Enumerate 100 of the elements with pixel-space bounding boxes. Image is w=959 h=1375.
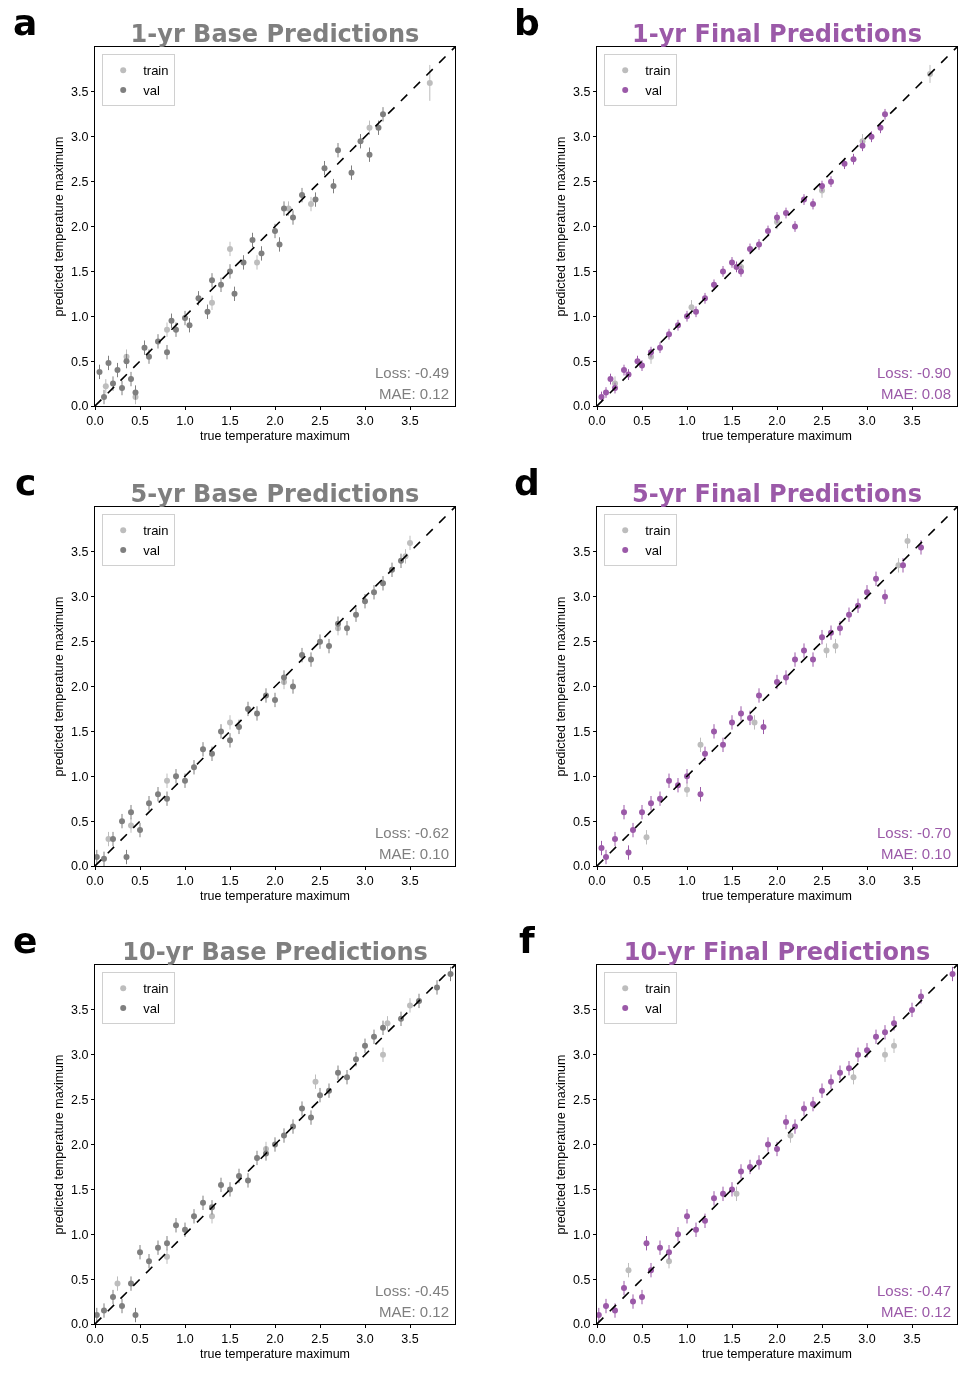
- point: [774, 679, 780, 686]
- x-tick-label: 0.5: [131, 1332, 149, 1346]
- x-tick-label: 3.0: [858, 874, 876, 888]
- point: [720, 1190, 726, 1197]
- chart-title: 1-yr Base Predictions: [130, 20, 420, 49]
- y-tick-label: 3.5: [573, 1003, 591, 1018]
- point: [128, 376, 134, 383]
- point: [146, 353, 152, 360]
- point: [666, 1249, 672, 1256]
- point: [186, 322, 193, 329]
- point: [200, 746, 206, 753]
- x-tick-label: 0.0: [588, 874, 606, 888]
- point: [720, 741, 726, 748]
- annotation: MAE: 0.10: [881, 845, 952, 862]
- point: [837, 625, 843, 632]
- point: [765, 1141, 771, 1148]
- point: [258, 250, 265, 257]
- y-tick-label: 0.0: [573, 859, 591, 874]
- y-tick-label: 3.0: [573, 130, 591, 145]
- point: [110, 1294, 116, 1301]
- point: [801, 1105, 807, 1112]
- x-tick-label: 1.5: [723, 414, 741, 428]
- point: [227, 245, 233, 252]
- point: [733, 1190, 740, 1197]
- x-axis-title: true temperature maximum: [701, 889, 853, 904]
- x-tick-label: 0.0: [588, 414, 606, 428]
- point: [666, 1258, 672, 1265]
- point: [362, 1042, 368, 1049]
- point: [204, 308, 211, 315]
- point: [272, 696, 278, 703]
- annotation: Loss: -0.70: [877, 824, 952, 841]
- legend-label: val: [143, 543, 160, 559]
- y-tick-label: 1.0: [573, 769, 591, 784]
- point: [96, 368, 103, 375]
- point: [164, 326, 170, 333]
- x-tick-label: 0.5: [633, 874, 651, 888]
- point: [371, 1033, 377, 1040]
- point: [110, 380, 116, 387]
- y-tick-label: 2.0: [573, 679, 591, 694]
- point: [864, 589, 870, 596]
- x-tick-label: 1.5: [221, 1332, 239, 1346]
- point: [101, 855, 107, 862]
- annotation: MAE: 0.12: [379, 385, 450, 402]
- y-tick-label: 1.5: [573, 724, 591, 739]
- point: [308, 201, 314, 208]
- point: [123, 358, 130, 365]
- point: [281, 674, 287, 681]
- annotation: Loss: -0.47: [877, 1282, 952, 1299]
- point: [747, 714, 753, 721]
- y-tick-label: 2.0: [71, 219, 89, 234]
- point: [819, 634, 825, 641]
- point: [846, 1065, 852, 1072]
- legend-label: val: [645, 1001, 662, 1017]
- point: [918, 544, 924, 551]
- y-tick-label: 1.5: [71, 264, 89, 279]
- y-tick-label: 0.0: [573, 1317, 591, 1332]
- x-axis-title: true temperature maximum: [701, 1347, 853, 1362]
- point: [407, 1002, 413, 1009]
- point: [643, 1240, 650, 1247]
- point: [697, 791, 704, 798]
- point: [426, 79, 433, 86]
- x-tick-label: 1.5: [221, 414, 239, 428]
- point: [882, 1029, 888, 1036]
- point: [209, 750, 215, 757]
- x-tick-label: 2.5: [813, 1332, 831, 1346]
- point: [384, 1020, 391, 1027]
- x-tick-label: 1.0: [678, 874, 696, 888]
- x-tick-label: 0.0: [86, 874, 104, 888]
- point: [249, 236, 256, 243]
- point: [119, 385, 125, 392]
- text: e: [13, 920, 38, 961]
- point: [209, 277, 215, 284]
- point: [900, 562, 906, 569]
- point: [290, 683, 296, 690]
- legend-label: val: [143, 1001, 160, 1017]
- annotation: Loss: -0.62: [375, 824, 450, 841]
- y-axis-title: predicted temperature maximum: [52, 136, 67, 317]
- point: [218, 728, 224, 735]
- y-tick-label: 3.5: [71, 85, 89, 100]
- y-tick-label: 0.5: [71, 1272, 89, 1287]
- x-tick-label: 3.0: [858, 1332, 876, 1346]
- point: [891, 1042, 897, 1049]
- point: [380, 111, 386, 118]
- point: [756, 1159, 762, 1166]
- point: [182, 1226, 188, 1233]
- y-tick-label: 2.0: [573, 1137, 591, 1152]
- point: [774, 1145, 780, 1152]
- point: [290, 214, 296, 221]
- point: [760, 723, 767, 730]
- point: [783, 674, 789, 681]
- annotation: Loss: -0.45: [375, 1282, 450, 1299]
- point: [729, 719, 735, 726]
- point: [227, 719, 233, 726]
- point: [114, 1280, 121, 1287]
- x-tick-label: 2.0: [266, 1332, 284, 1346]
- annotation: Loss: -0.90: [877, 364, 952, 381]
- chart-title: 5-yr Final Predictions: [632, 480, 922, 509]
- point: [909, 1006, 915, 1013]
- y-tick-label: 1.0: [71, 309, 89, 324]
- point: [621, 1285, 627, 1292]
